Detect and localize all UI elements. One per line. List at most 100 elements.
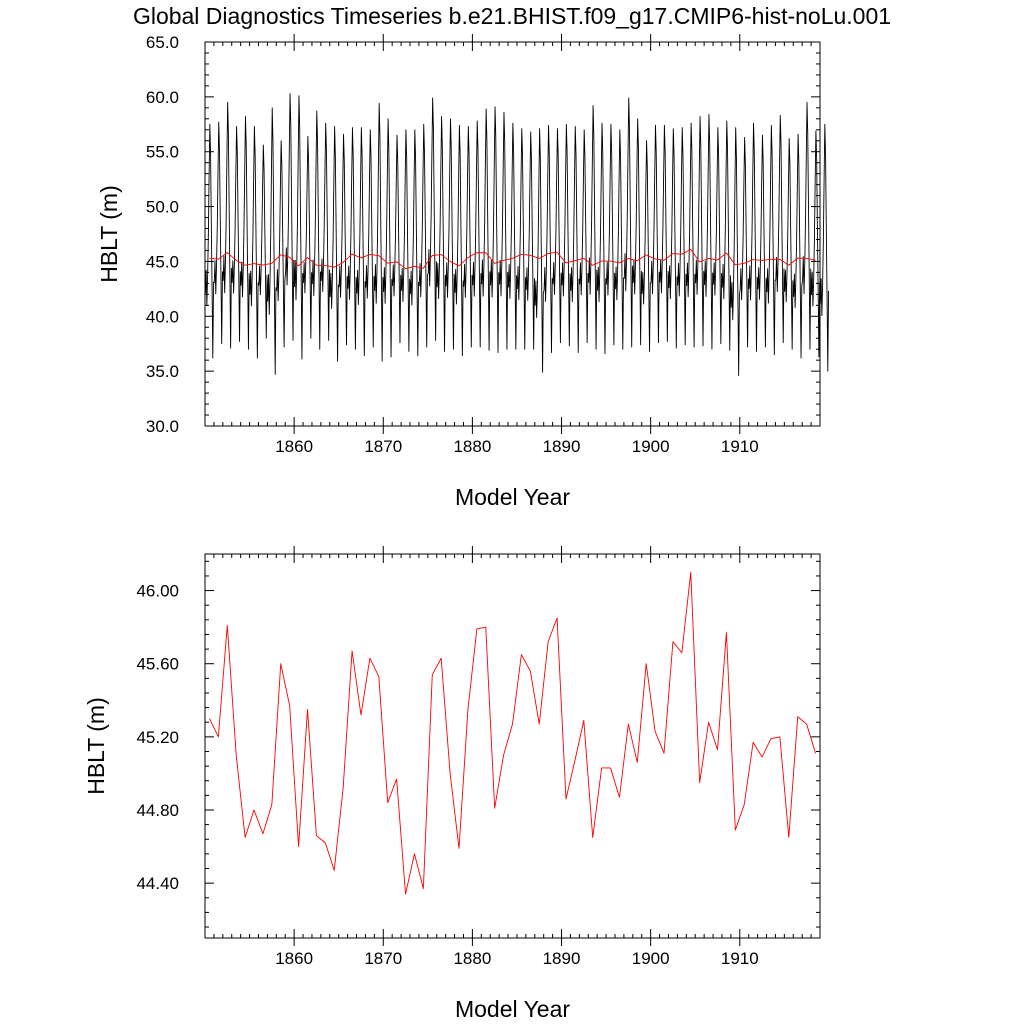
data-point [699, 782, 700, 783]
data-point [637, 762, 638, 763]
data-point [405, 894, 406, 895]
bottom-y-tick-label: 45.20 [136, 728, 179, 747]
data-point [503, 755, 504, 756]
data-point [753, 259, 754, 260]
data-point [298, 265, 299, 266]
bottom-y-tick-label: 46.00 [136, 582, 179, 601]
data-point [369, 658, 370, 659]
data-point [485, 252, 486, 253]
data-point [280, 254, 281, 255]
data-point [396, 778, 397, 779]
data-point [334, 267, 335, 268]
data-point [253, 263, 254, 264]
data-point [646, 254, 647, 255]
data-point [681, 652, 682, 653]
data-point [414, 853, 415, 854]
top-y-tick-label: 45.0 [146, 252, 179, 271]
data-point [351, 253, 352, 254]
data-point [744, 804, 745, 805]
data-point [565, 262, 566, 263]
data-point [628, 723, 629, 724]
data-point [797, 257, 798, 258]
data-point [708, 722, 709, 723]
top-x-tick-label: 1880 [453, 437, 491, 456]
bottom-y-tick-label: 44.40 [136, 874, 179, 893]
data-point [432, 255, 433, 256]
annual-mean-series-line [209, 571, 816, 895]
top-y-tick-label: 30.0 [146, 417, 179, 436]
top-y-tick-label: 40.0 [146, 307, 179, 326]
data-point [717, 259, 718, 260]
data-point [753, 742, 754, 743]
bottom-x-tick-label: 1880 [453, 949, 491, 968]
data-point [414, 266, 415, 267]
data-point [316, 835, 317, 836]
annual-mean-series-line [209, 248, 816, 270]
data-point [485, 627, 486, 628]
data-point [245, 265, 246, 266]
bottom-x-tick-label: 1860 [275, 949, 313, 968]
data-point [628, 258, 629, 259]
data-point [253, 809, 254, 810]
data-point [521, 654, 522, 655]
top-x-tick-label: 1900 [632, 437, 670, 456]
data-point [663, 260, 664, 261]
data-point [360, 257, 361, 258]
bottom-panel: 1860 1870 1880 1890 1900 1910 44.40 44.80 45.20 4… [83, 546, 821, 1022]
top-axis-ticks [204, 34, 821, 434]
data-point [548, 253, 549, 254]
data-point [797, 716, 798, 717]
data-point [262, 264, 263, 265]
bottom-y-axis-label: HBLT (m) [83, 697, 109, 795]
data-point [396, 261, 397, 262]
data-point [280, 663, 281, 664]
data-point [236, 755, 237, 756]
data-point [717, 749, 718, 750]
data-point [655, 258, 656, 259]
top-x-tick-label: 1890 [543, 437, 581, 456]
bottom-x-tick-label: 1890 [543, 949, 581, 968]
data-point [343, 787, 344, 788]
data-point [405, 268, 406, 269]
data-point [512, 258, 513, 259]
data-point [458, 848, 459, 849]
top-x-tick-label: 1870 [364, 437, 402, 456]
data-point [574, 260, 575, 261]
data-point [227, 625, 228, 626]
top-tick-labels: 1860 1870 1880 1890 1900 1910 30.0 35.0 40.0 45.0… [146, 33, 759, 456]
top-y-tick-label: 50.0 [146, 198, 179, 217]
data-point [619, 797, 620, 798]
data-point [387, 802, 388, 803]
data-point [726, 252, 727, 253]
data-point [806, 723, 807, 724]
data-point [556, 617, 557, 618]
data-point [601, 767, 602, 768]
top-y-axis-label: HBLT (m) [96, 185, 122, 283]
top-y-tick-label: 65.0 [146, 33, 179, 52]
bottom-y-tick-label: 44.80 [136, 801, 179, 820]
data-point [548, 641, 549, 642]
data-point [209, 258, 210, 259]
data-point [601, 260, 602, 261]
data-point [325, 842, 326, 843]
data-point [271, 804, 272, 805]
data-point [815, 260, 816, 261]
data-point [236, 260, 237, 261]
data-point [699, 261, 700, 262]
data-point [307, 709, 308, 710]
data-point [218, 736, 219, 737]
data-point [441, 254, 442, 255]
data-point [494, 808, 495, 809]
data-point [387, 263, 388, 264]
data-point [735, 264, 736, 265]
bottom-axis-ticks [204, 546, 821, 946]
data-point [574, 760, 575, 761]
data-point [530, 670, 531, 671]
data-point [672, 641, 673, 642]
top-y-tick-label: 55.0 [146, 143, 179, 162]
data-point [458, 265, 459, 266]
top-plot-frame [204, 41, 821, 427]
data-point [663, 753, 664, 754]
data-point [467, 257, 468, 258]
data-point [245, 837, 246, 838]
